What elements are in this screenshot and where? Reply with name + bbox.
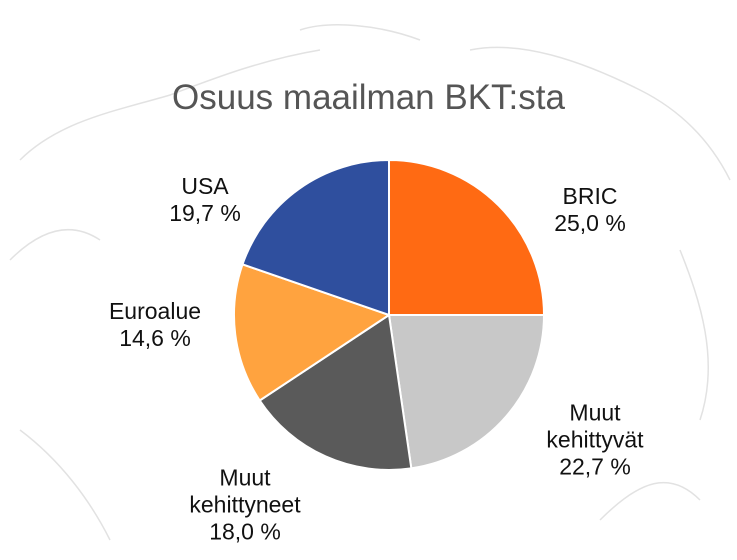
pie-slice	[258, 313, 413, 471]
slice-label: BRIC 25,0 %	[554, 183, 626, 237]
label-value: 19,7 %	[169, 200, 241, 226]
label-name: Muut kehittyvät	[546, 399, 644, 453]
label-name: Muut kehittyneet	[189, 464, 301, 518]
pie-slice	[241, 158, 390, 317]
slice-label: Euroalue 14,6 %	[109, 298, 201, 352]
label-name: Euroalue	[108, 298, 202, 324]
slice-label: USA 19,7 %	[169, 173, 241, 227]
label-value: 18,0 %	[209, 518, 281, 545]
label-value: 25,0 %	[554, 210, 626, 236]
pie-slice	[387, 314, 546, 470]
label-name: BRIC	[562, 183, 618, 209]
pie-slice	[233, 263, 392, 402]
slice-label: Muut kehittyneet 18,0 %	[178, 465, 313, 546]
label-value: 22,7 %	[559, 453, 631, 480]
label-name: USA	[181, 173, 229, 199]
slice-label: Muut kehittyvät 22,7 %	[528, 400, 663, 481]
label-value: 14,6 %	[119, 325, 191, 351]
pie-slice	[388, 158, 546, 316]
background-map	[9, 24, 731, 541]
chart-title: Osuus maailman BKT:sta	[172, 78, 565, 117]
